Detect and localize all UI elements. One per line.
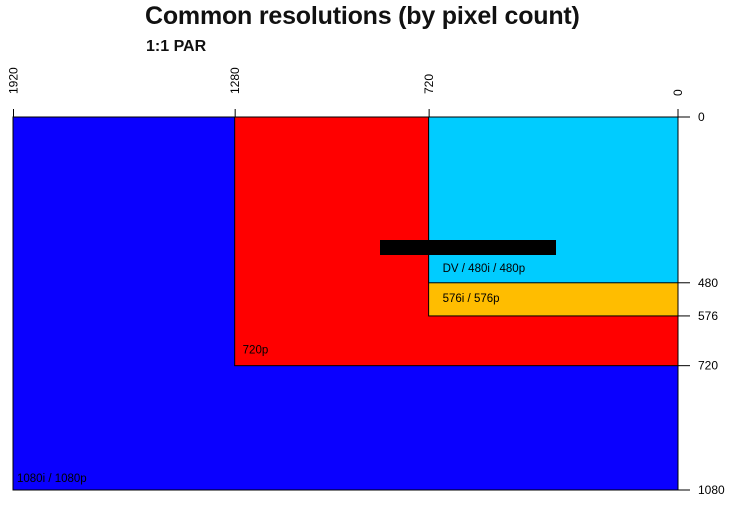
page-title: Common resolutions (by pixel count) xyxy=(145,2,580,30)
y-tick-label-720: 720 xyxy=(698,359,718,373)
region-576-label: 576i / 576p xyxy=(443,293,500,305)
y-tick-label-0: 0 xyxy=(698,110,705,124)
x-tick-label-720: 720 xyxy=(422,74,436,94)
region-720-label: 720p xyxy=(243,345,269,357)
y-tick-label-480: 480 xyxy=(698,276,718,290)
y-tick-label-576: 576 xyxy=(698,309,718,323)
x-tick-label-1280: 1280 xyxy=(228,67,242,94)
redaction-bar xyxy=(380,240,556,255)
page-subtitle: 1:1 PAR xyxy=(146,38,207,55)
region-1080-label: 1080i / 1080p xyxy=(17,473,87,485)
region-480 xyxy=(428,116,679,284)
x-tick-label-0: 0 xyxy=(671,89,685,96)
x-tick-label-1920: 1920 xyxy=(7,67,21,94)
y-tick-label-1080: 1080 xyxy=(698,483,725,497)
region-480-label: DV / 480i / 480p xyxy=(443,263,525,275)
